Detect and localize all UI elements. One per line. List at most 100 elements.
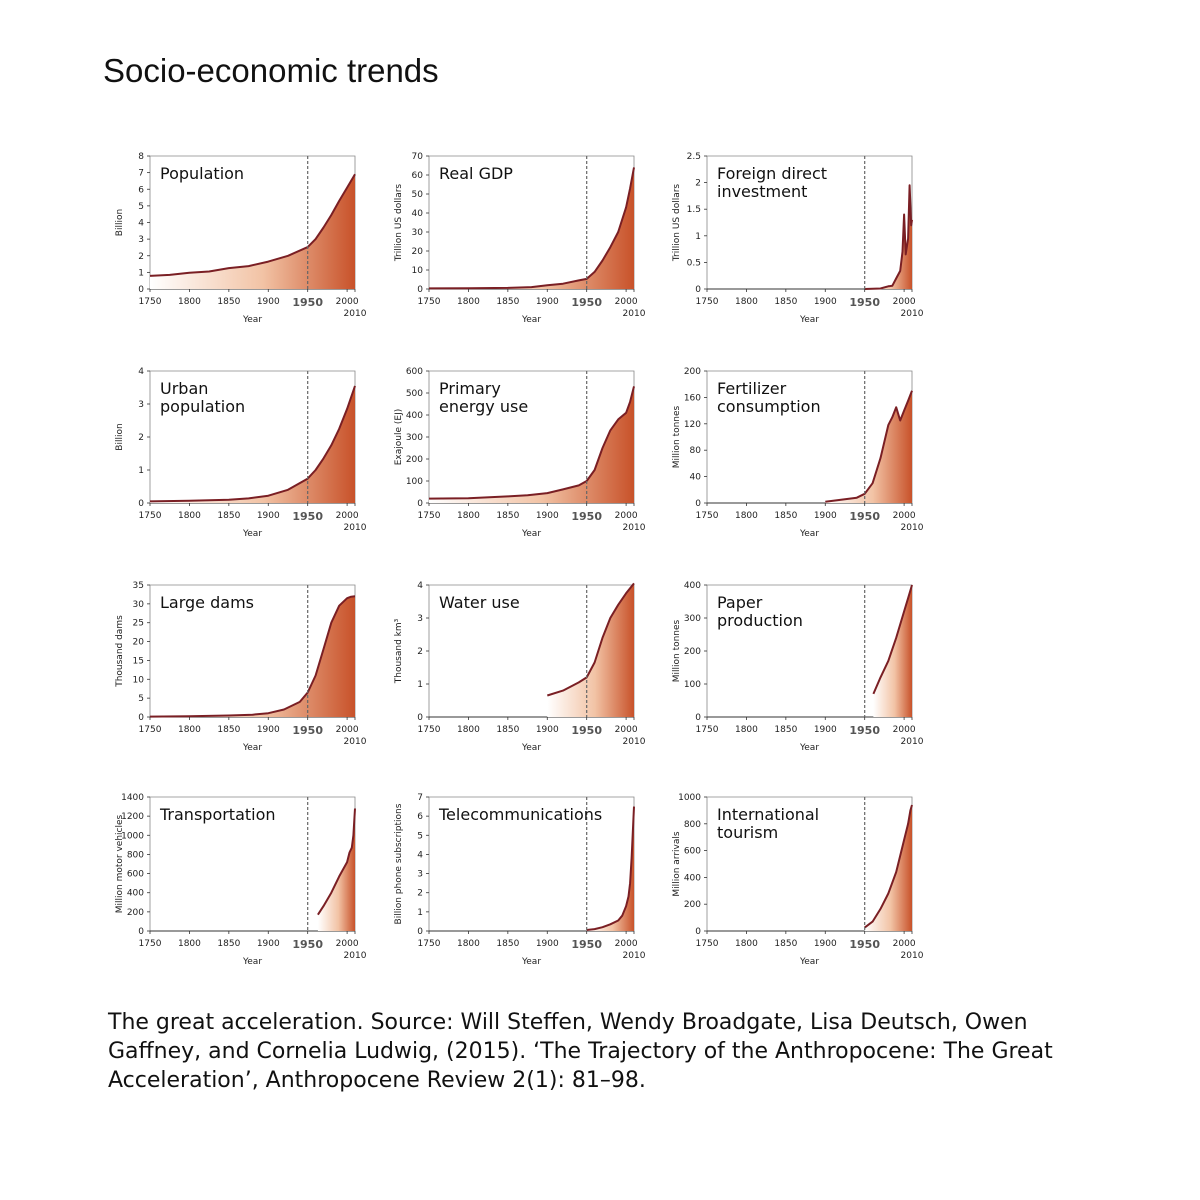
- y-tick-label: 60: [412, 171, 424, 181]
- y-tick-label: 50: [412, 190, 424, 200]
- series-area: [150, 596, 355, 717]
- y-tick-label: 3: [417, 614, 423, 624]
- y-axis-title: Trillion US dollars: [394, 184, 404, 263]
- y-tick-label: 0: [695, 927, 701, 937]
- panel-title: Primary: [439, 379, 501, 398]
- y-tick-label: 6: [138, 185, 144, 195]
- series-area: [150, 385, 355, 503]
- figure-caption: The great acceleration. Source: Will Ste…: [108, 1010, 1053, 1093]
- y-tick-label: 6: [417, 812, 423, 822]
- y-axis-title: Million tonnes: [672, 405, 682, 468]
- y-tick-label: 0: [417, 713, 423, 723]
- panel-title: Paper: [717, 593, 763, 612]
- x-tick-label: 1900: [814, 511, 837, 521]
- y-tick-label: 4: [417, 581, 423, 591]
- y-tick-label: 1: [417, 908, 423, 918]
- x-tick-label: 2000: [615, 725, 638, 735]
- y-tick-label: 2: [417, 647, 423, 657]
- y-tick-label: 600: [406, 367, 423, 377]
- y-axis-title: Million tonnes: [672, 619, 682, 682]
- x-tick-label: 1850: [496, 511, 519, 521]
- x-axis-title: Year: [242, 957, 262, 967]
- y-tick-label: 7: [417, 793, 423, 803]
- x-tick-label: 2010: [623, 737, 646, 747]
- page-title: Socio-economic trends: [103, 52, 439, 89]
- x-tick-label: 2000: [615, 939, 638, 949]
- x-tick-label: 1800: [735, 725, 758, 735]
- x-tick-label: 2010: [901, 951, 924, 961]
- y-tick-label: 5: [138, 694, 144, 704]
- x-tick-label: 1750: [139, 939, 162, 949]
- y-tick-label: 4: [138, 219, 144, 229]
- y-tick-label: 0: [695, 285, 701, 295]
- y-axis-title: Thousand km³: [394, 618, 404, 684]
- y-tick-label: 0: [138, 927, 144, 937]
- x-tick-label: 2010: [344, 523, 367, 533]
- x-tick-label: 1750: [696, 939, 719, 949]
- y-tick-label: 160: [684, 393, 701, 403]
- x-tick-label: 1800: [178, 297, 201, 307]
- series-line: [825, 390, 913, 503]
- y-tick-label: 0.5: [687, 258, 701, 268]
- series-line: [872, 584, 913, 695]
- y-tick-label: 400: [684, 873, 701, 883]
- x-tick-label: 2000: [893, 939, 916, 949]
- x-tick-label: 1900: [257, 725, 280, 735]
- x-tick-label: 1900: [257, 939, 280, 949]
- y-tick-label: 600: [127, 870, 144, 880]
- y-tick-label: 1000: [678, 793, 701, 803]
- x-tick-label: 1800: [735, 297, 758, 307]
- x-tick-label: 2010: [901, 523, 924, 533]
- x-tick-label-1950: 1950: [292, 938, 323, 951]
- y-axis-title: Billion: [115, 423, 125, 450]
- panel-title: Water use: [439, 593, 520, 612]
- x-tick-label-1950: 1950: [849, 938, 880, 951]
- panel-title: tourism: [717, 823, 778, 842]
- x-tick-label: 1800: [457, 511, 480, 521]
- y-tick-label: 200: [406, 455, 423, 465]
- y-axis-title: Million motor vehicles: [115, 814, 125, 913]
- y-tick-label: 2: [695, 179, 701, 189]
- chart-panel-10: 0 200 400 600 800 1000 1200 1400 1750 1800 1850 190…: [115, 793, 367, 967]
- x-tick-label: 2000: [615, 297, 638, 307]
- y-tick-label: 4: [417, 850, 423, 860]
- y-tick-label: 3: [138, 235, 144, 245]
- chart-panel-2: 0 10 20 30 40 50 60 70 1750 1800 1850 1900 1950 2000 2…: [394, 152, 646, 325]
- x-tick-label-1950: 1950: [571, 938, 602, 951]
- y-tick-label: 300: [684, 614, 701, 624]
- series-area: [864, 185, 912, 289]
- chart-panel-7: 0 5 10 15 20 25 30 35 1750 1800 1850 1900 1950 2000 20…: [115, 581, 367, 753]
- y-axis-title: Thousand dams: [115, 615, 125, 688]
- panel-title: energy use: [439, 397, 528, 416]
- y-tick-label: 2: [138, 252, 144, 262]
- x-tick-label: 1850: [217, 297, 240, 307]
- y-tick-label: 3: [138, 400, 144, 410]
- x-axis-title: Year: [799, 315, 819, 325]
- x-tick-label: 1750: [139, 511, 162, 521]
- x-tick-label-1950: 1950: [849, 510, 880, 523]
- series-area: [586, 806, 634, 931]
- y-tick-label: 0: [417, 927, 423, 937]
- y-tick-label: 100: [406, 477, 423, 487]
- x-tick-label: 1900: [814, 939, 837, 949]
- chart-panel-12: 0 200 400 600 800 1000 1750 1800 1850 1900 1950 200…: [672, 793, 924, 967]
- y-tick-label: 40: [412, 209, 424, 219]
- x-axis-title: Year: [799, 957, 819, 967]
- x-tick-label: 1800: [457, 939, 480, 949]
- y-tick-label: 1: [138, 268, 144, 278]
- x-tick-label: 1800: [735, 939, 758, 949]
- y-tick-label: 0: [138, 713, 144, 723]
- x-tick-label-1950: 1950: [849, 296, 880, 309]
- x-tick-label: 2010: [344, 951, 367, 961]
- y-tick-label: 10: [133, 675, 145, 685]
- x-tick-label: 1750: [418, 297, 441, 307]
- y-tick-label: 5: [417, 831, 423, 841]
- x-tick-label: 2010: [623, 951, 646, 961]
- y-tick-label: 15: [133, 656, 144, 666]
- y-tick-label: 0: [417, 285, 423, 295]
- y-tick-label: 200: [684, 647, 701, 657]
- panel-title: production: [717, 611, 803, 630]
- series-area: [825, 390, 912, 503]
